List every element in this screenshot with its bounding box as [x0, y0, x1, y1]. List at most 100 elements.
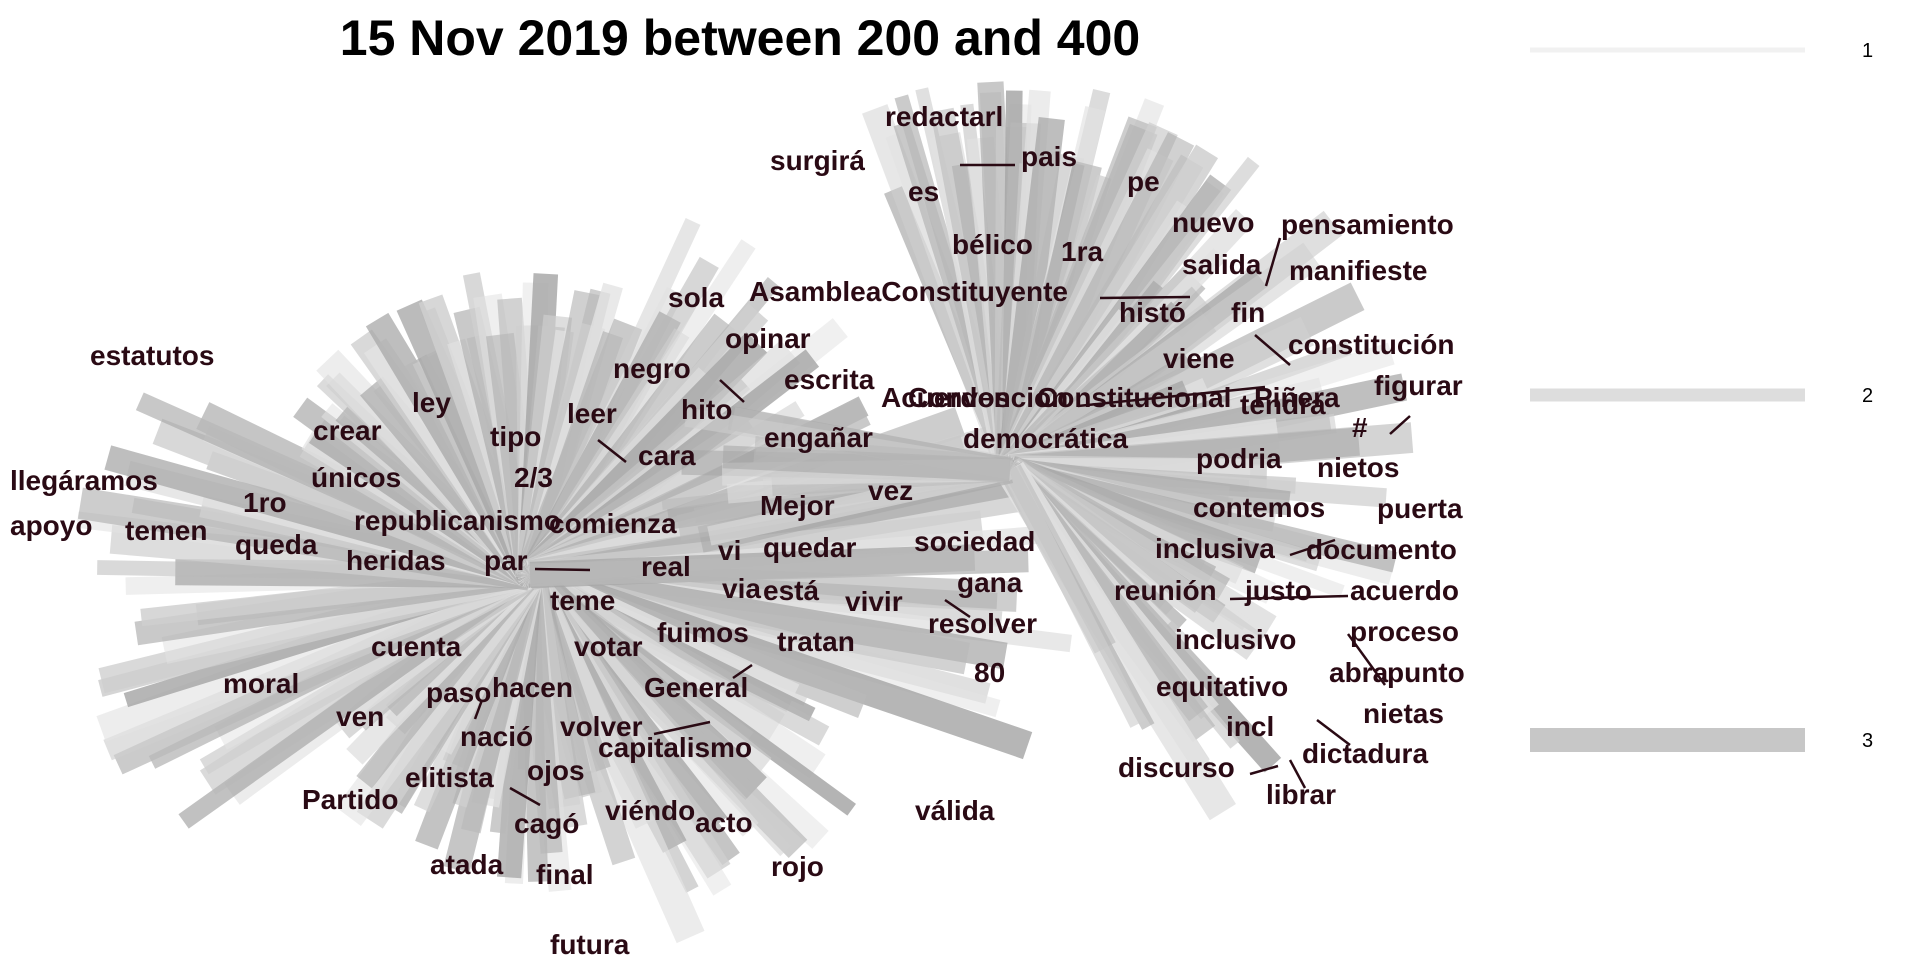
leader-line-18 — [1249, 764, 1279, 776]
left-hub-edge-169 — [529, 549, 1029, 587]
leader-line-6 — [732, 663, 753, 680]
word-label-48: Mejor — [760, 490, 835, 521]
word-label-16: teme — [550, 585, 615, 616]
leader-line-1 — [597, 439, 627, 463]
word-label-76: Acuerdos — [881, 382, 1010, 413]
legend-swatch-1 — [1530, 47, 1805, 53]
word-label-78: Constitucional — [1037, 382, 1231, 413]
word-label-24: hacen — [492, 672, 573, 703]
word-label-29: elitista — [405, 762, 494, 793]
word-label-53: quedar — [763, 532, 856, 563]
word-label-36: final — [536, 859, 594, 890]
leader-line-12 — [1077, 385, 1266, 408]
word-label-0: estatutos — [90, 340, 214, 371]
word-label-94: abra — [1329, 657, 1389, 688]
word-label-22: ven — [336, 701, 384, 732]
word-label-96: equitativo — [1156, 671, 1288, 702]
chart-title: 15 Nov 2019 between 200 and 400 — [340, 10, 1140, 66]
word-label-73: constitución — [1288, 329, 1454, 360]
word-label-13: heridas — [346, 545, 446, 576]
word-label-97: nietas — [1363, 698, 1444, 729]
word-label-63: bélico — [952, 229, 1033, 260]
word-label-19: fuimos — [657, 617, 749, 648]
word-label-32: cagó — [514, 808, 579, 839]
leader-line-2 — [534, 567, 591, 572]
word-label-100: discurso — [1118, 752, 1235, 783]
edge-layer — [76, 81, 1414, 944]
word-label-92: inclusivo — [1175, 624, 1296, 655]
legend-label-3: 3 — [1862, 730, 1873, 752]
legend-label-1: 1 — [1862, 40, 1873, 62]
word-label-88: documento — [1306, 534, 1457, 565]
word-label-35: atada — [430, 849, 504, 880]
word-label-87: inclusiva — [1155, 533, 1275, 564]
leader-line-5 — [653, 720, 711, 736]
word-label-1: llegáramos — [10, 465, 158, 496]
word-label-28: capitalismo — [598, 732, 752, 763]
word-label-9: tipo — [490, 421, 541, 452]
legend-swatch-3 — [1530, 728, 1805, 752]
word-label-3: temen — [125, 515, 207, 546]
word-label-37: rojo — [771, 851, 824, 882]
word-label-84: nietos — [1317, 452, 1399, 483]
word-label-90: justo — [1244, 575, 1312, 606]
word-label-50: vi — [718, 535, 741, 566]
word-label-20: tratan — [777, 626, 855, 657]
leader-line-17 — [1316, 719, 1351, 746]
word-label-8: únicos — [311, 462, 401, 493]
word-label-30: ojos — [527, 755, 585, 786]
word-label-31: Partido — [302, 784, 398, 815]
word-label-57: resolver — [928, 608, 1037, 639]
leader-line-14 — [1289, 538, 1336, 557]
word-label-89: reunión — [1114, 575, 1217, 606]
word-label-18: votar — [574, 631, 643, 662]
word-label-2: apoyo — [10, 510, 92, 541]
word-label-10: 2/3 — [514, 462, 553, 493]
word-label-25: General — [644, 672, 748, 703]
word-label-66: nuevo — [1172, 207, 1254, 238]
word-label-4: 1ro — [243, 487, 287, 518]
word-label-27: volver — [560, 711, 643, 742]
word-label-41: opinar — [725, 323, 811, 354]
word-label-80: tendra — [1240, 389, 1326, 420]
word-label-38: futura — [550, 929, 630, 960]
word-label-68: salida — [1182, 249, 1262, 280]
bridge-edge-x17 — [753, 435, 1012, 484]
leader-line-19 — [1288, 759, 1307, 789]
word-label-101: librar — [1266, 779, 1336, 810]
word-label-72: fin — [1231, 297, 1265, 328]
word-label-51: via — [722, 573, 761, 604]
word-label-81: democrática — [963, 423, 1128, 454]
word-label-52: está — [763, 575, 819, 606]
word-label-11: republicanismo — [354, 505, 561, 536]
word-label-62: es — [908, 176, 939, 207]
word-label-77: Convencion — [908, 382, 1068, 413]
word-label-98: incl — [1226, 711, 1274, 742]
word-label-65: pe — [1127, 166, 1160, 197]
leader-line-16 — [1346, 633, 1387, 686]
word-label-26: nació — [460, 721, 533, 752]
word-label-95: punto — [1387, 657, 1465, 688]
word-label-79: Piñera — [1254, 382, 1340, 413]
word-label-45: escrita — [784, 364, 875, 395]
word-label-59: redactarl — [885, 101, 1003, 132]
legend-swatch-2 — [1530, 388, 1805, 402]
word-label-6: crear — [313, 415, 382, 446]
word-label-61: surgirá — [770, 145, 865, 176]
word-label-40: sola — [668, 282, 724, 313]
word-label-91: acuerdo — [1350, 575, 1459, 606]
leader-line-layer — [473, 163, 1411, 807]
word-label-93: proceso — [1350, 616, 1459, 647]
word-label-86: puerta — [1377, 493, 1463, 524]
word-label-39: válida — [915, 795, 995, 826]
word-label-64: 1ra — [1061, 236, 1103, 267]
word-label-82: # — [1352, 412, 1368, 443]
word-label-47: engañar — [764, 422, 873, 453]
leader-line-13 — [1389, 415, 1411, 435]
word-label-7: ley — [412, 387, 451, 418]
word-label-42: negro — [613, 353, 691, 384]
word-label-23: paso — [426, 677, 491, 708]
leader-line-7 — [944, 598, 971, 619]
word-label-54: vivir — [845, 586, 903, 617]
word-label-5: queda — [235, 529, 318, 560]
